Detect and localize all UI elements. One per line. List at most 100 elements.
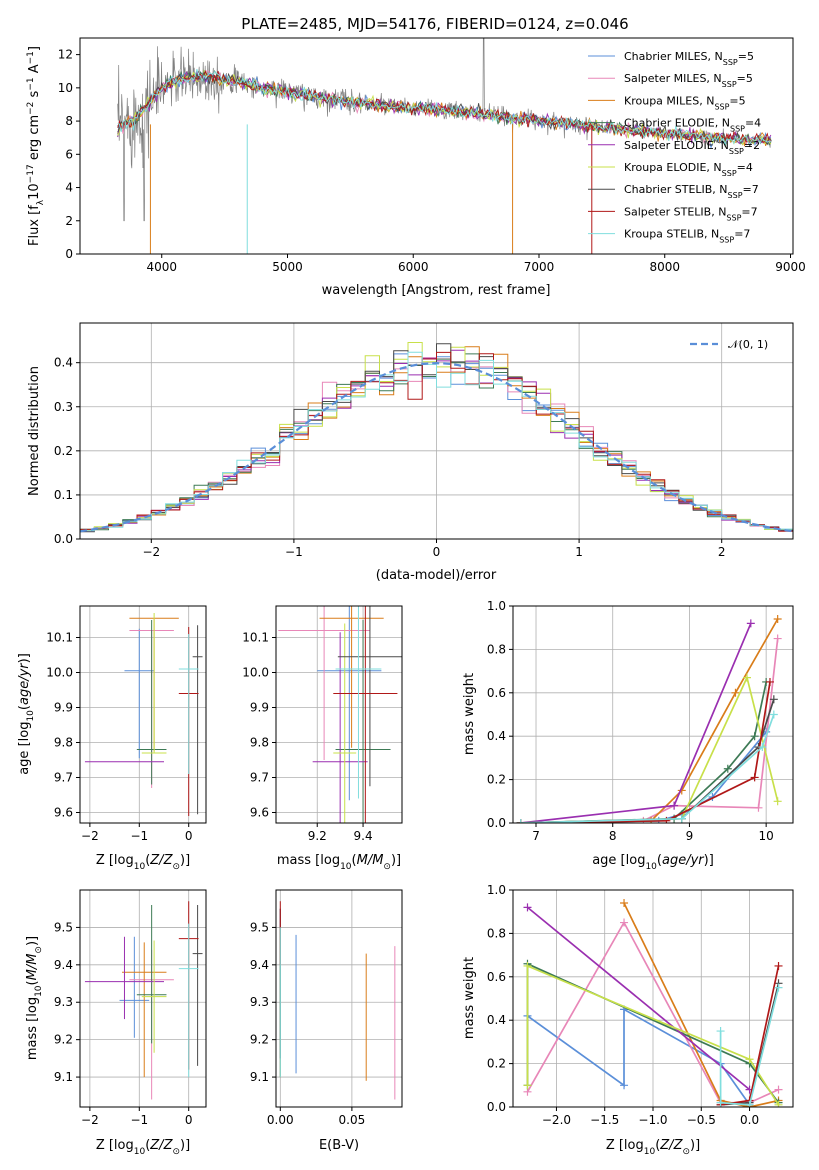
y-tick-label: 9.9 bbox=[250, 701, 269, 715]
y-tick-label: 9.3 bbox=[54, 995, 73, 1009]
x-axis-label: wavelength [Angstrom, rest frame] bbox=[322, 283, 551, 298]
x-tick-label: 8 bbox=[609, 829, 617, 843]
y-tick-label: 4 bbox=[65, 181, 73, 195]
weight-marker-salpeter_elodie bbox=[670, 801, 679, 810]
x-tick-label: 0 bbox=[433, 545, 441, 559]
spectrum-title: PLATE=2485, MJD=54176, FIBERID=0124, z=0… bbox=[241, 15, 628, 33]
y-tick-label: 9.6 bbox=[54, 806, 73, 820]
y-tick-label: 0.2 bbox=[487, 773, 506, 787]
y-tick-label: 9.2 bbox=[54, 1033, 73, 1047]
weight-marker-kroupa_miles bbox=[731, 688, 740, 697]
x-tick-label: 9000 bbox=[775, 260, 806, 274]
y-tick-label: 0.4 bbox=[487, 1013, 506, 1027]
legend-entry: Salpeter ELODIE, NSSP=2 bbox=[624, 139, 760, 156]
x-axis-label: E(B-V) bbox=[319, 1138, 359, 1153]
x-tick-label: −2 bbox=[81, 1113, 99, 1127]
legend-entry: 𝒩(0, 1) bbox=[728, 338, 768, 351]
y-tick-label: 0.2 bbox=[487, 1057, 506, 1071]
weight-marker-kroupa_stelib bbox=[716, 1098, 725, 1107]
x-tick-label: −1.0 bbox=[638, 1113, 667, 1127]
weight-marker-kroupa_stelib bbox=[677, 814, 686, 823]
y-tick-label: 0.0 bbox=[487, 1100, 506, 1114]
y-tick-label: 9.4 bbox=[54, 958, 73, 972]
weight-marker-kroupa_elodie bbox=[742, 673, 751, 682]
y-axis-label: Normed distribution bbox=[27, 366, 42, 496]
errorbar-marks bbox=[84, 613, 203, 816]
x-tick-label: 2 bbox=[718, 545, 726, 559]
x-tick-label: 0 bbox=[185, 829, 193, 843]
legend-entry: Kroupa ELODIE, NSSP=4 bbox=[624, 161, 753, 178]
y-tick-label: 0.0 bbox=[487, 816, 506, 830]
y-tick-label: 0.6 bbox=[487, 686, 506, 700]
y-tick-label: 10 bbox=[58, 81, 73, 95]
weight-marker-kroupa_elodie bbox=[745, 1055, 754, 1064]
model-spectrum-salpeter_stelib bbox=[117, 70, 771, 144]
y-tick-label: 9.3 bbox=[250, 995, 269, 1009]
weight-marker-salpeter_stelib bbox=[662, 816, 671, 823]
y-tick-label: 0.2 bbox=[54, 444, 73, 458]
legend-entry: Chabrier MILES, NSSP=5 bbox=[624, 50, 754, 67]
x-tick-label: −0.5 bbox=[687, 1113, 716, 1127]
y-tick-label: 6 bbox=[65, 147, 73, 161]
x-axis-label: mass [log10(M/M⊙)] bbox=[277, 853, 401, 872]
y-tick-label: 9.1 bbox=[54, 1070, 73, 1084]
weight-marker-salpeter_stelib bbox=[765, 677, 774, 686]
residual-histogram-panel: −2 −1 0 1 2 0.0 0.1 0.2 0.3 0.4 (data-model)/error… bbox=[27, 322, 794, 583]
weight-line-kroupa_elodie bbox=[526, 964, 780, 1106]
weight-marker-kroupa_elodie bbox=[774, 1100, 783, 1107]
weight-marker-salpeter_elodie bbox=[523, 903, 532, 912]
axes-frame bbox=[512, 889, 794, 1108]
mass-weight-vs-age-panel: 7 8 9 10 0.0 0.2 0.4 0.6 0.8 1.0 age [log10(age/yr… bbox=[462, 599, 794, 872]
y-tick-label: 8 bbox=[65, 114, 73, 128]
model-spectrum-kroupa_stelib bbox=[117, 68, 772, 147]
axes-frame bbox=[79, 889, 207, 1108]
y-tick-label: 12 bbox=[58, 48, 73, 62]
y-tick-label: 10.1 bbox=[46, 631, 73, 645]
weight-marker-kroupa_stelib bbox=[516, 819, 525, 823]
y-tick-label: 0.8 bbox=[487, 642, 506, 656]
normal-distribution-curve bbox=[80, 361, 793, 533]
axes-frame bbox=[79, 322, 794, 540]
x-tick-label: 5000 bbox=[272, 260, 303, 274]
weight-marker-salpeter_stelib bbox=[774, 961, 783, 970]
weight-marker-kroupa_stelib bbox=[745, 1100, 754, 1107]
x-tick-label: 8000 bbox=[649, 260, 680, 274]
weight-marker-salpeter_miles bbox=[754, 803, 763, 812]
x-tick-label: 9 bbox=[686, 829, 694, 843]
y-axis-label: mass [log10(M/M⊙)] bbox=[25, 936, 44, 1060]
legend-entry: Salpeter MILES, NSSP=5 bbox=[624, 72, 753, 89]
axes-frame bbox=[275, 889, 403, 1108]
y-axis-label: mass weight bbox=[462, 673, 477, 755]
y-tick-label: 1.0 bbox=[487, 599, 506, 613]
y-tick-label: 10.0 bbox=[242, 666, 269, 680]
axes-frame bbox=[275, 605, 403, 824]
y-tick-label: 0.8 bbox=[487, 926, 506, 940]
y-tick-label: 9.8 bbox=[54, 736, 73, 750]
y-tick-label: 9.8 bbox=[250, 736, 269, 750]
x-tick-label: 0.05 bbox=[339, 1113, 366, 1127]
x-axis-label: Z [log10(Z/Z⊙)] bbox=[96, 1138, 190, 1157]
y-tick-label: 0 bbox=[65, 247, 73, 261]
y-tick-label: 0.1 bbox=[54, 488, 73, 502]
weight-marker-kroupa_elodie bbox=[773, 797, 782, 806]
x-axis-label: Z [log10(Z/Z⊙)] bbox=[96, 853, 190, 872]
y-tick-label: 9.6 bbox=[250, 806, 269, 820]
weight-marker-kroupa_stelib bbox=[758, 743, 767, 752]
weight-marker-salpeter_miles bbox=[773, 634, 782, 643]
weight-marker-salpeter_elodie bbox=[746, 619, 755, 628]
legend-entry: Kroupa MILES, NSSP=5 bbox=[624, 94, 746, 111]
weight-marker-kroupa_miles bbox=[773, 615, 782, 624]
weight-marker-chabrier_miles bbox=[620, 1081, 629, 1090]
legend-entry: Chabrier ELODIE, NSSP=4 bbox=[624, 117, 761, 134]
x-axis-label: (data-model)/error bbox=[376, 568, 497, 583]
errorbar-marks bbox=[278, 606, 402, 823]
x-tick-label: −1 bbox=[130, 829, 148, 843]
y-tick-label: 9.4 bbox=[250, 958, 269, 972]
mass-vs-extinction-panel: 0.00 0.05 9.1 9.2 9.3 9.4 9.5 E(B-V) bbox=[250, 889, 403, 1153]
x-tick-label: −2.0 bbox=[542, 1113, 571, 1127]
y-tick-label: 0.4 bbox=[487, 729, 506, 743]
x-tick-label: 6000 bbox=[398, 260, 429, 274]
weight-marker-kroupa_elodie bbox=[523, 961, 532, 970]
x-tick-label: 10 bbox=[759, 829, 774, 843]
